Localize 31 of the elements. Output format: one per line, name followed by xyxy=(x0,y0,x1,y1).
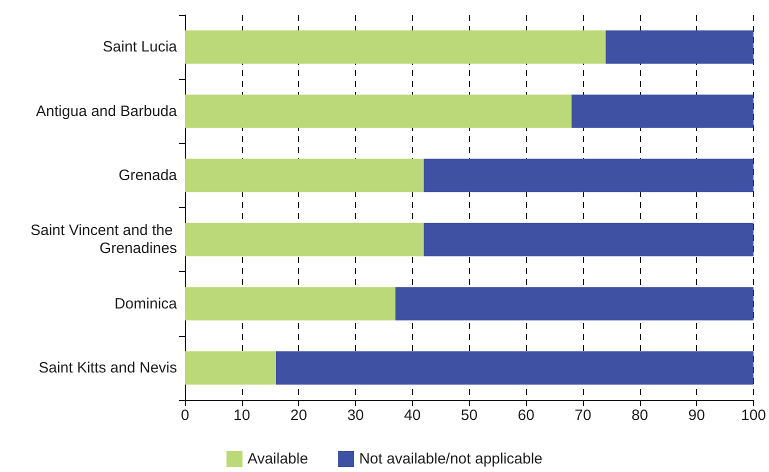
legend-label: Not available/not applicable xyxy=(359,450,543,468)
bar xyxy=(185,30,606,64)
x-tick-label: 100 xyxy=(740,407,766,424)
y-tick-label: Antigua and Barbuda xyxy=(36,102,178,120)
bar xyxy=(424,158,754,192)
legend-label: Available xyxy=(247,450,308,468)
x-tick-label: 30 xyxy=(347,407,364,424)
y-tick-label: Grenada xyxy=(118,166,178,184)
bar xyxy=(395,287,754,320)
y-tick-label: Saint Lucia xyxy=(102,38,178,56)
x-tick-label: 80 xyxy=(631,407,648,424)
x-tick-label: 50 xyxy=(460,407,478,424)
y-tick-label: Saint Kitts and Nevis xyxy=(38,359,177,376)
y-tick-label: Saint Vincent and the Grenadines xyxy=(30,222,177,258)
bar xyxy=(606,30,754,64)
x-tick-label: 70 xyxy=(574,407,592,424)
x-tick-label: 90 xyxy=(688,407,705,424)
y-tick-label: Dominica xyxy=(114,295,178,312)
x-tick-label: 60 xyxy=(518,407,534,424)
bar xyxy=(424,222,754,256)
bar xyxy=(185,287,396,320)
x-tick-label: 40 xyxy=(404,407,421,424)
x-tick-label: 0 xyxy=(180,407,190,424)
bar xyxy=(185,222,424,256)
bar xyxy=(185,351,276,385)
bar xyxy=(276,351,754,385)
bar xyxy=(572,94,754,128)
x-tick-label: 10 xyxy=(234,407,250,424)
bar xyxy=(185,94,572,128)
bar xyxy=(185,158,424,192)
x-tick-label: 20 xyxy=(290,407,308,424)
